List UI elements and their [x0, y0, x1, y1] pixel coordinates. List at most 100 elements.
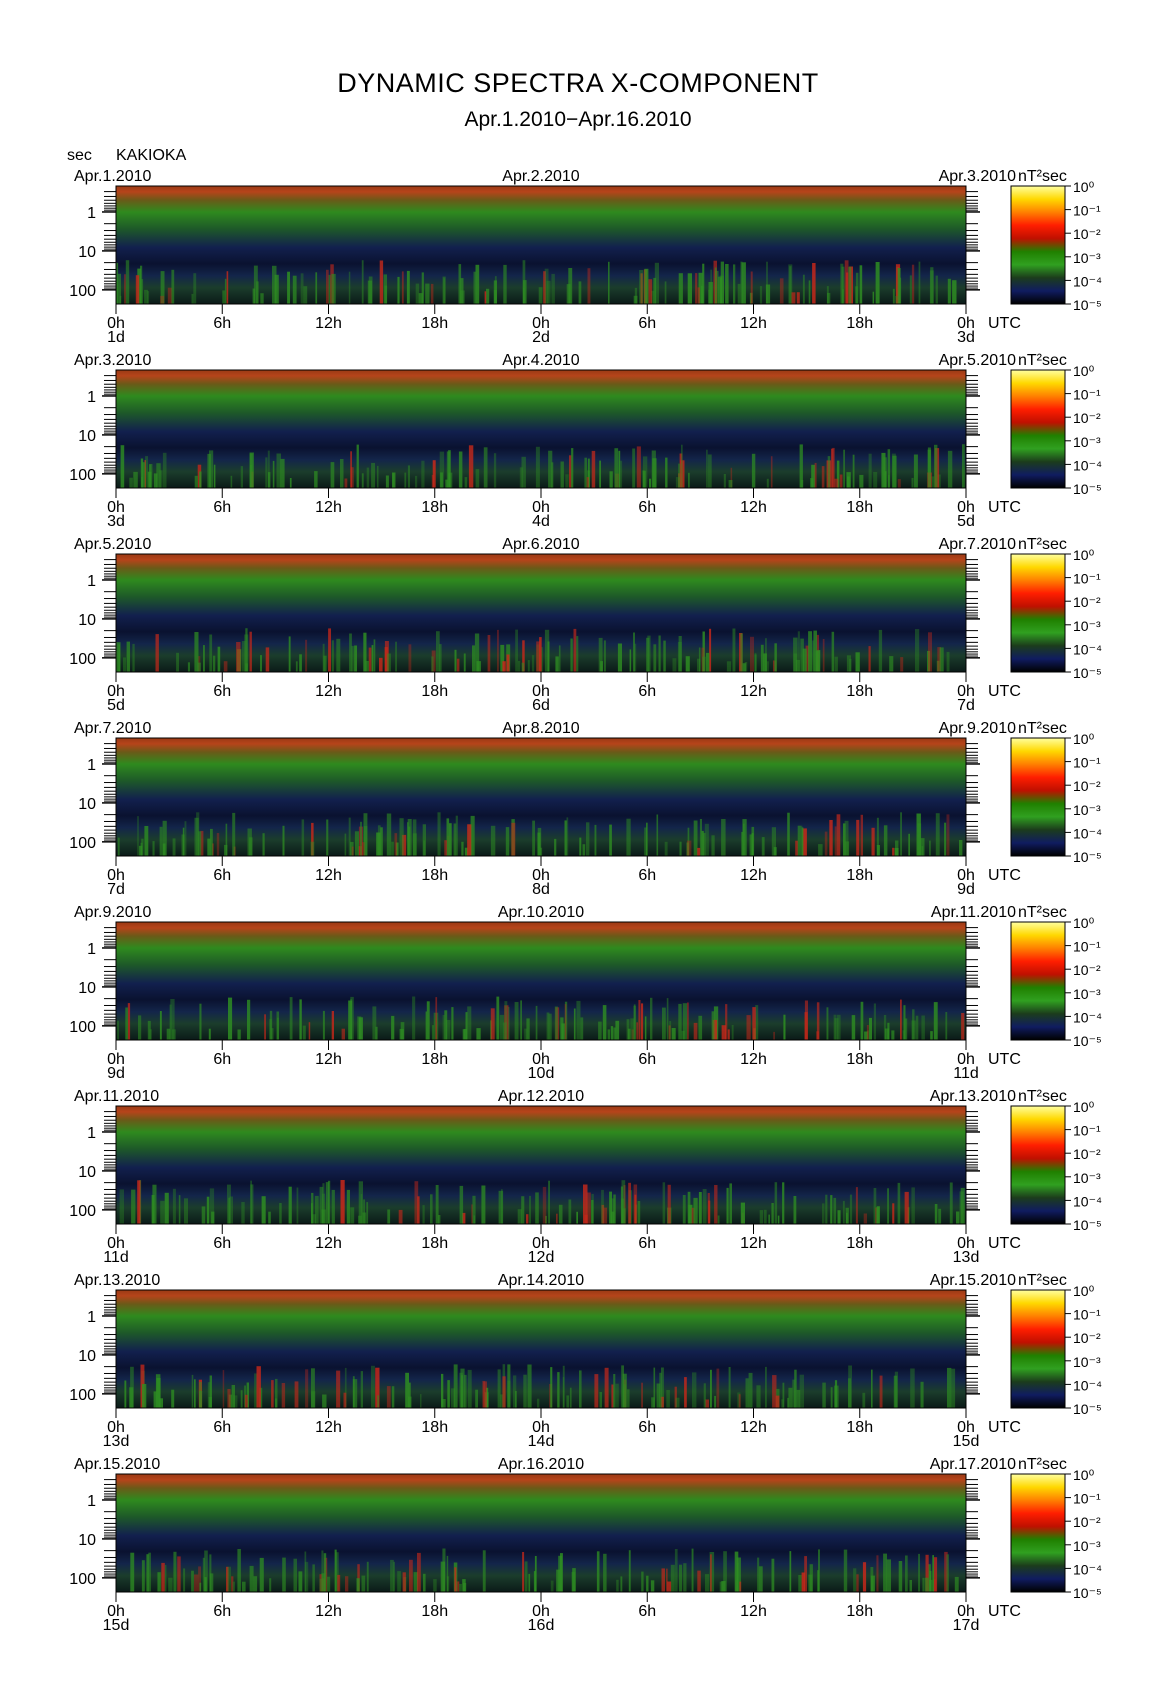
activity-streak: [431, 1025, 435, 1040]
activity-streak: [532, 820, 535, 856]
colorbar-tick-label: 10⁻²: [1073, 1330, 1101, 1346]
activity-streak: [887, 449, 891, 488]
activity-streak: [507, 1006, 510, 1040]
day-label: 4d: [532, 513, 550, 530]
activity-streak: [372, 1006, 377, 1040]
activity-streak: [312, 1214, 316, 1224]
activity-streak: [386, 1386, 391, 1408]
activity-streak: [757, 1557, 760, 1592]
activity-streak: [282, 1557, 286, 1592]
activity-streak: [596, 1551, 600, 1592]
activity-streak: [356, 444, 359, 488]
activity-streak: [371, 462, 375, 488]
activity-streak: [586, 822, 590, 856]
activity-streak: [394, 833, 398, 856]
activity-streak: [331, 273, 336, 304]
colorbar-unit-label: nT²sec: [1018, 352, 1067, 369]
activity-streak: [808, 631, 812, 672]
activity-streak: [754, 654, 757, 672]
activity-streak: [348, 271, 351, 304]
activity-streaks: [124, 1364, 956, 1408]
activity-streak: [565, 474, 569, 488]
activity-streak: [395, 641, 397, 672]
activity-streak: [172, 1029, 176, 1040]
activity-streak: [407, 819, 412, 856]
activity-streak: [203, 645, 205, 672]
activity-streak: [701, 647, 705, 672]
activity-streak: [471, 1204, 474, 1224]
activity-streak: [633, 632, 635, 672]
activity-streak: [240, 466, 243, 488]
activity-streak: [603, 1207, 608, 1224]
activity-streak: [607, 1029, 611, 1040]
activity-streak: [146, 1554, 149, 1592]
activity-streak: [687, 1002, 689, 1040]
activity-streak: [935, 813, 940, 856]
day-label: 15d: [103, 1617, 130, 1634]
activity-streak: [336, 638, 341, 672]
activity-streak: [578, 281, 582, 304]
activity-streak: [546, 280, 551, 304]
activity-streak: [649, 478, 652, 488]
activity-streak: [684, 1377, 687, 1408]
activity-streak: [662, 1007, 666, 1040]
activity-streak: [322, 1394, 327, 1408]
activity-streak: [897, 479, 901, 488]
activity-streak: [759, 1210, 763, 1224]
activity-streak: [217, 646, 221, 672]
activity-streak: [910, 1368, 915, 1408]
activity-streak: [393, 1561, 395, 1592]
activity-streak: [669, 1021, 672, 1040]
activity-streak: [737, 1392, 741, 1408]
activity-streak: [117, 837, 120, 856]
activity-streak: [299, 999, 302, 1040]
colorbar: [1010, 1105, 1066, 1225]
activity-streak: [368, 276, 373, 304]
day-label: 3d: [957, 329, 975, 346]
activity-streak: [697, 658, 701, 672]
activity-streak: [350, 467, 354, 488]
activity-streak: [797, 825, 803, 856]
activity-streak: [659, 1372, 662, 1408]
activity-streak: [514, 1002, 519, 1040]
activity-streak: [401, 271, 404, 304]
activity-streak: [542, 1186, 547, 1224]
activity-streak: [496, 996, 500, 1040]
activity-streak: [752, 1007, 756, 1040]
activity-streaks: [119, 1180, 965, 1224]
day-label: 14d: [528, 1433, 555, 1450]
activity-streak: [544, 268, 549, 304]
activity-streak: [728, 480, 733, 488]
x-tick-label: 0h: [107, 1419, 125, 1436]
activity-streak: [902, 1030, 906, 1040]
colorbar-tick-label: 10⁻⁴: [1073, 1561, 1102, 1577]
activity-streak: [194, 1379, 196, 1408]
activity-streak: [226, 271, 229, 304]
activity-streak: [331, 640, 334, 672]
activity-streak: [455, 815, 458, 856]
activity-streak: [345, 1576, 349, 1592]
colorbar-tick-label: 10⁻³: [1073, 1354, 1101, 1370]
activity-streak: [866, 1025, 869, 1040]
colorbar-tick-label: 10⁰: [1073, 1099, 1095, 1115]
day-label: 17d: [953, 1617, 980, 1634]
activity-streak: [613, 1374, 616, 1408]
activity-streak: [870, 1575, 875, 1592]
y-tick-label: 1: [87, 205, 96, 222]
activity-streak: [124, 274, 127, 304]
activity-streak: [834, 1380, 838, 1408]
colorbar-unit-label: nT²sec: [1018, 904, 1067, 921]
activity-streak: [836, 460, 840, 488]
activity-streak: [265, 457, 268, 488]
activity-streak: [365, 660, 369, 672]
activity-streak: [350, 451, 352, 488]
activity-streak: [354, 645, 357, 672]
activity-streak: [363, 632, 367, 672]
colorbar-tick-label: 10⁻⁵: [1073, 1033, 1102, 1049]
x-tick-label: 0h: [107, 1051, 125, 1068]
activity-streak: [879, 1375, 883, 1408]
activity-streak: [547, 641, 550, 672]
activity-streak: [526, 1214, 529, 1224]
activity-streak: [554, 1006, 558, 1040]
activity-streak: [834, 656, 838, 672]
